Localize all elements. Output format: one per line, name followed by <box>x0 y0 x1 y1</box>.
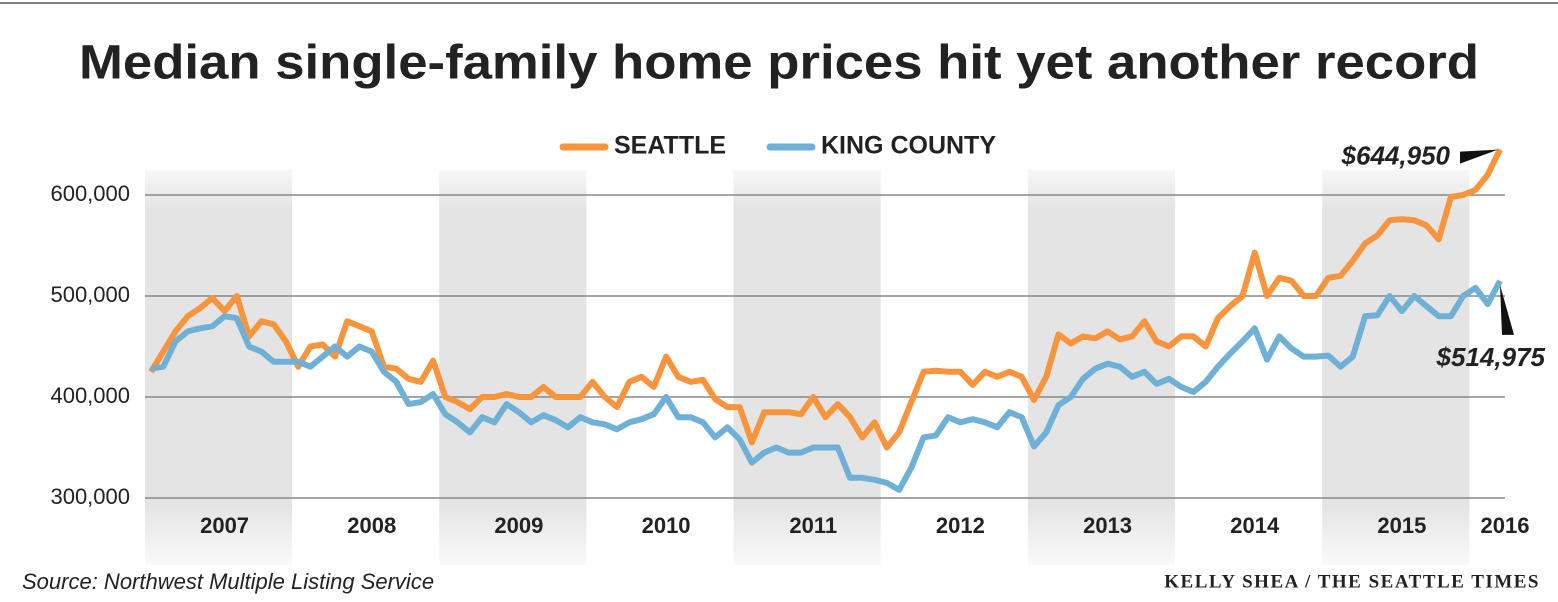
annotation-arrow <box>1460 149 1498 164</box>
credit: KELLY SHEA / THE SEATTLE TIMES <box>1164 571 1540 592</box>
series-line <box>148 148 1503 451</box>
x-tick-label: 2008 <box>347 513 396 538</box>
source: Source: Northwest Multiple Listing Servi… <box>22 569 434 594</box>
annotation-arrow <box>1500 284 1514 335</box>
x-tick-label: 2007 <box>200 513 249 538</box>
year-band <box>1322 170 1470 565</box>
annotation: $514,975 <box>1436 342 1546 372</box>
legend-label: SEATTLE <box>614 132 726 160</box>
x-tick-label: 2009 <box>494 513 543 538</box>
x-tick-label: 2016 <box>1481 513 1530 538</box>
x-tick-label: 2010 <box>642 513 691 538</box>
series-line <box>150 279 1503 493</box>
y-tick-label: 600,000 <box>50 181 130 206</box>
y-tick-label: 300,000 <box>50 484 130 509</box>
year-band <box>145 170 293 565</box>
chart-title: Median single-family home prices hit yet… <box>79 37 1479 90</box>
annotation: $644,950 <box>1341 140 1451 170</box>
x-tick-label: 2014 <box>1230 513 1280 538</box>
x-tick-label: 2012 <box>936 513 985 538</box>
y-tick-label: 400,000 <box>50 383 130 408</box>
year-band <box>733 170 881 565</box>
x-tick-label: 2015 <box>1377 513 1426 538</box>
x-tick-label: 2011 <box>789 513 837 538</box>
year-band <box>439 170 587 565</box>
x-tick-label: 2013 <box>1083 513 1132 538</box>
y-tick-label: 500,000 <box>50 282 130 307</box>
legend-label: KING COUNTY <box>821 132 996 160</box>
